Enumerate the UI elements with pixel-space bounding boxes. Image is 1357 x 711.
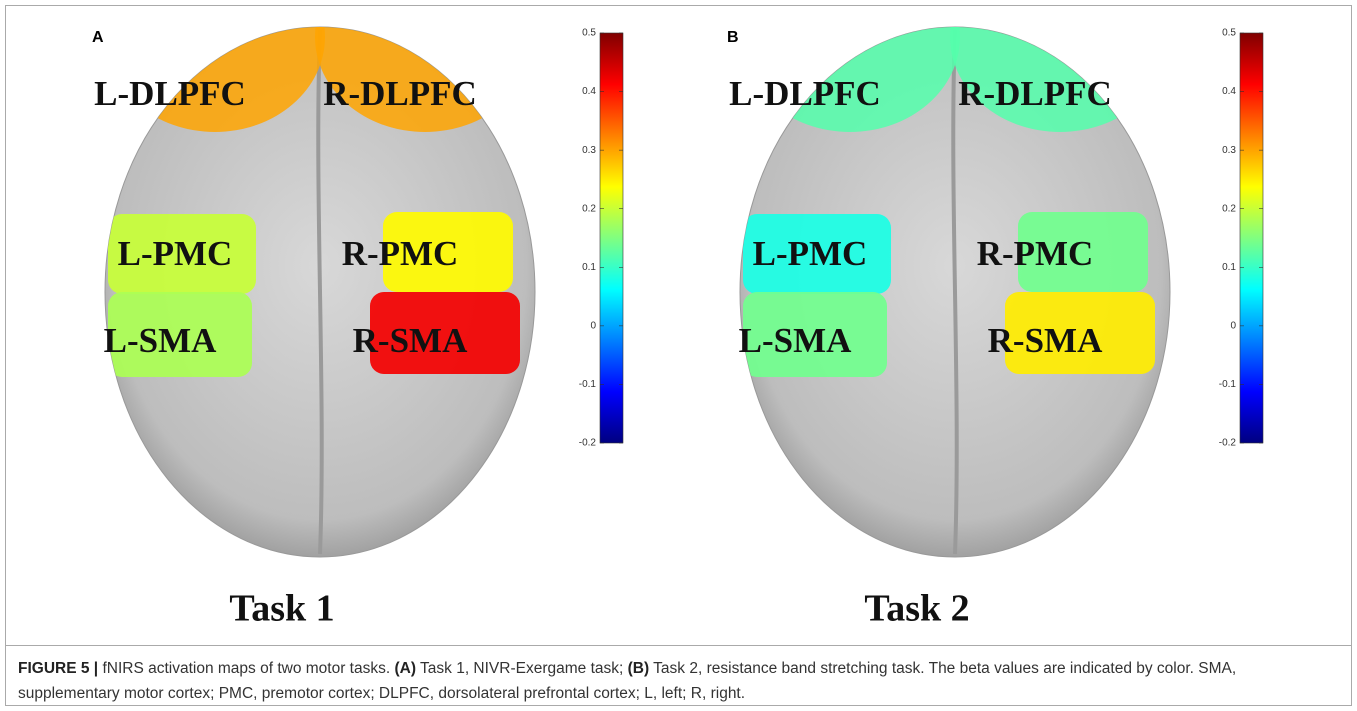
colorbar [600,33,623,443]
caption-ref: (A) [394,660,416,677]
caption-text: fNIRS activation maps of two motor tasks… [98,660,394,677]
region-label: R-DLPFC [323,74,477,113]
colorbar-tick-label: 0 [1230,320,1236,331]
colorbar-tick-label: 0.2 [1222,203,1236,214]
colorbar-tick-label: 0.5 [1222,28,1236,39]
colorbar-tick-label: 0.1 [1222,262,1236,273]
task-label: Task 1 [229,588,334,630]
region-label: L-DLPFC [94,74,246,113]
task-label: Task 2 [864,588,969,630]
region-label: L-PMC [753,234,868,273]
colorbar-tick-label: 0.3 [582,145,596,156]
colorbar [1240,33,1263,443]
colorbar-tick-label: 0.5 [582,28,596,39]
caption-text: Task 1, NIVR-Exergame task; [416,660,628,677]
region-label: L-SMA [739,321,853,360]
colorbar-tick-label: -0.2 [579,438,597,449]
region-label: R-SMA [988,321,1103,360]
colorbar-tick-label: 0 [590,320,596,331]
panel-letter: A [92,29,104,46]
region-label: R-SMA [353,321,468,360]
region-label: L-SMA [104,321,218,360]
colorbar-tick-label: 0.3 [1222,145,1236,156]
figure-canvas: L-DLPFC R-DLPFC L-PMC R-PMC L-SMA R-SMA A Task … [0,0,1357,711]
region-label: R-PMC [342,234,459,273]
region-label: L-DLPFC [729,74,881,113]
caption-label: FIGURE 5 | [18,660,98,677]
figure: L-DLPFC R-DLPFC L-PMC R-PMC L-SMA R-SMA A Task … [0,0,1357,711]
panel-letter: B [727,29,739,46]
colorbar-tick-label: -0.2 [1219,438,1237,449]
colorbar-tick-label: 0.4 [582,86,596,97]
caption-ref: (B) [628,660,650,677]
colorbar-tick-label: 0.2 [582,203,596,214]
region-label: R-PMC [977,234,1094,273]
region-label: L-PMC [118,234,233,273]
caption: FIGURE 5 | fNIRS activation maps of two … [18,656,1340,706]
colorbar-tick-label: -0.1 [579,379,597,390]
colorbar-tick-label: 0.1 [582,262,596,273]
colorbar-tick-label: 0.4 [1222,86,1236,97]
colorbar-tick-label: -0.1 [1219,379,1237,390]
region-label: R-DLPFC [958,74,1112,113]
